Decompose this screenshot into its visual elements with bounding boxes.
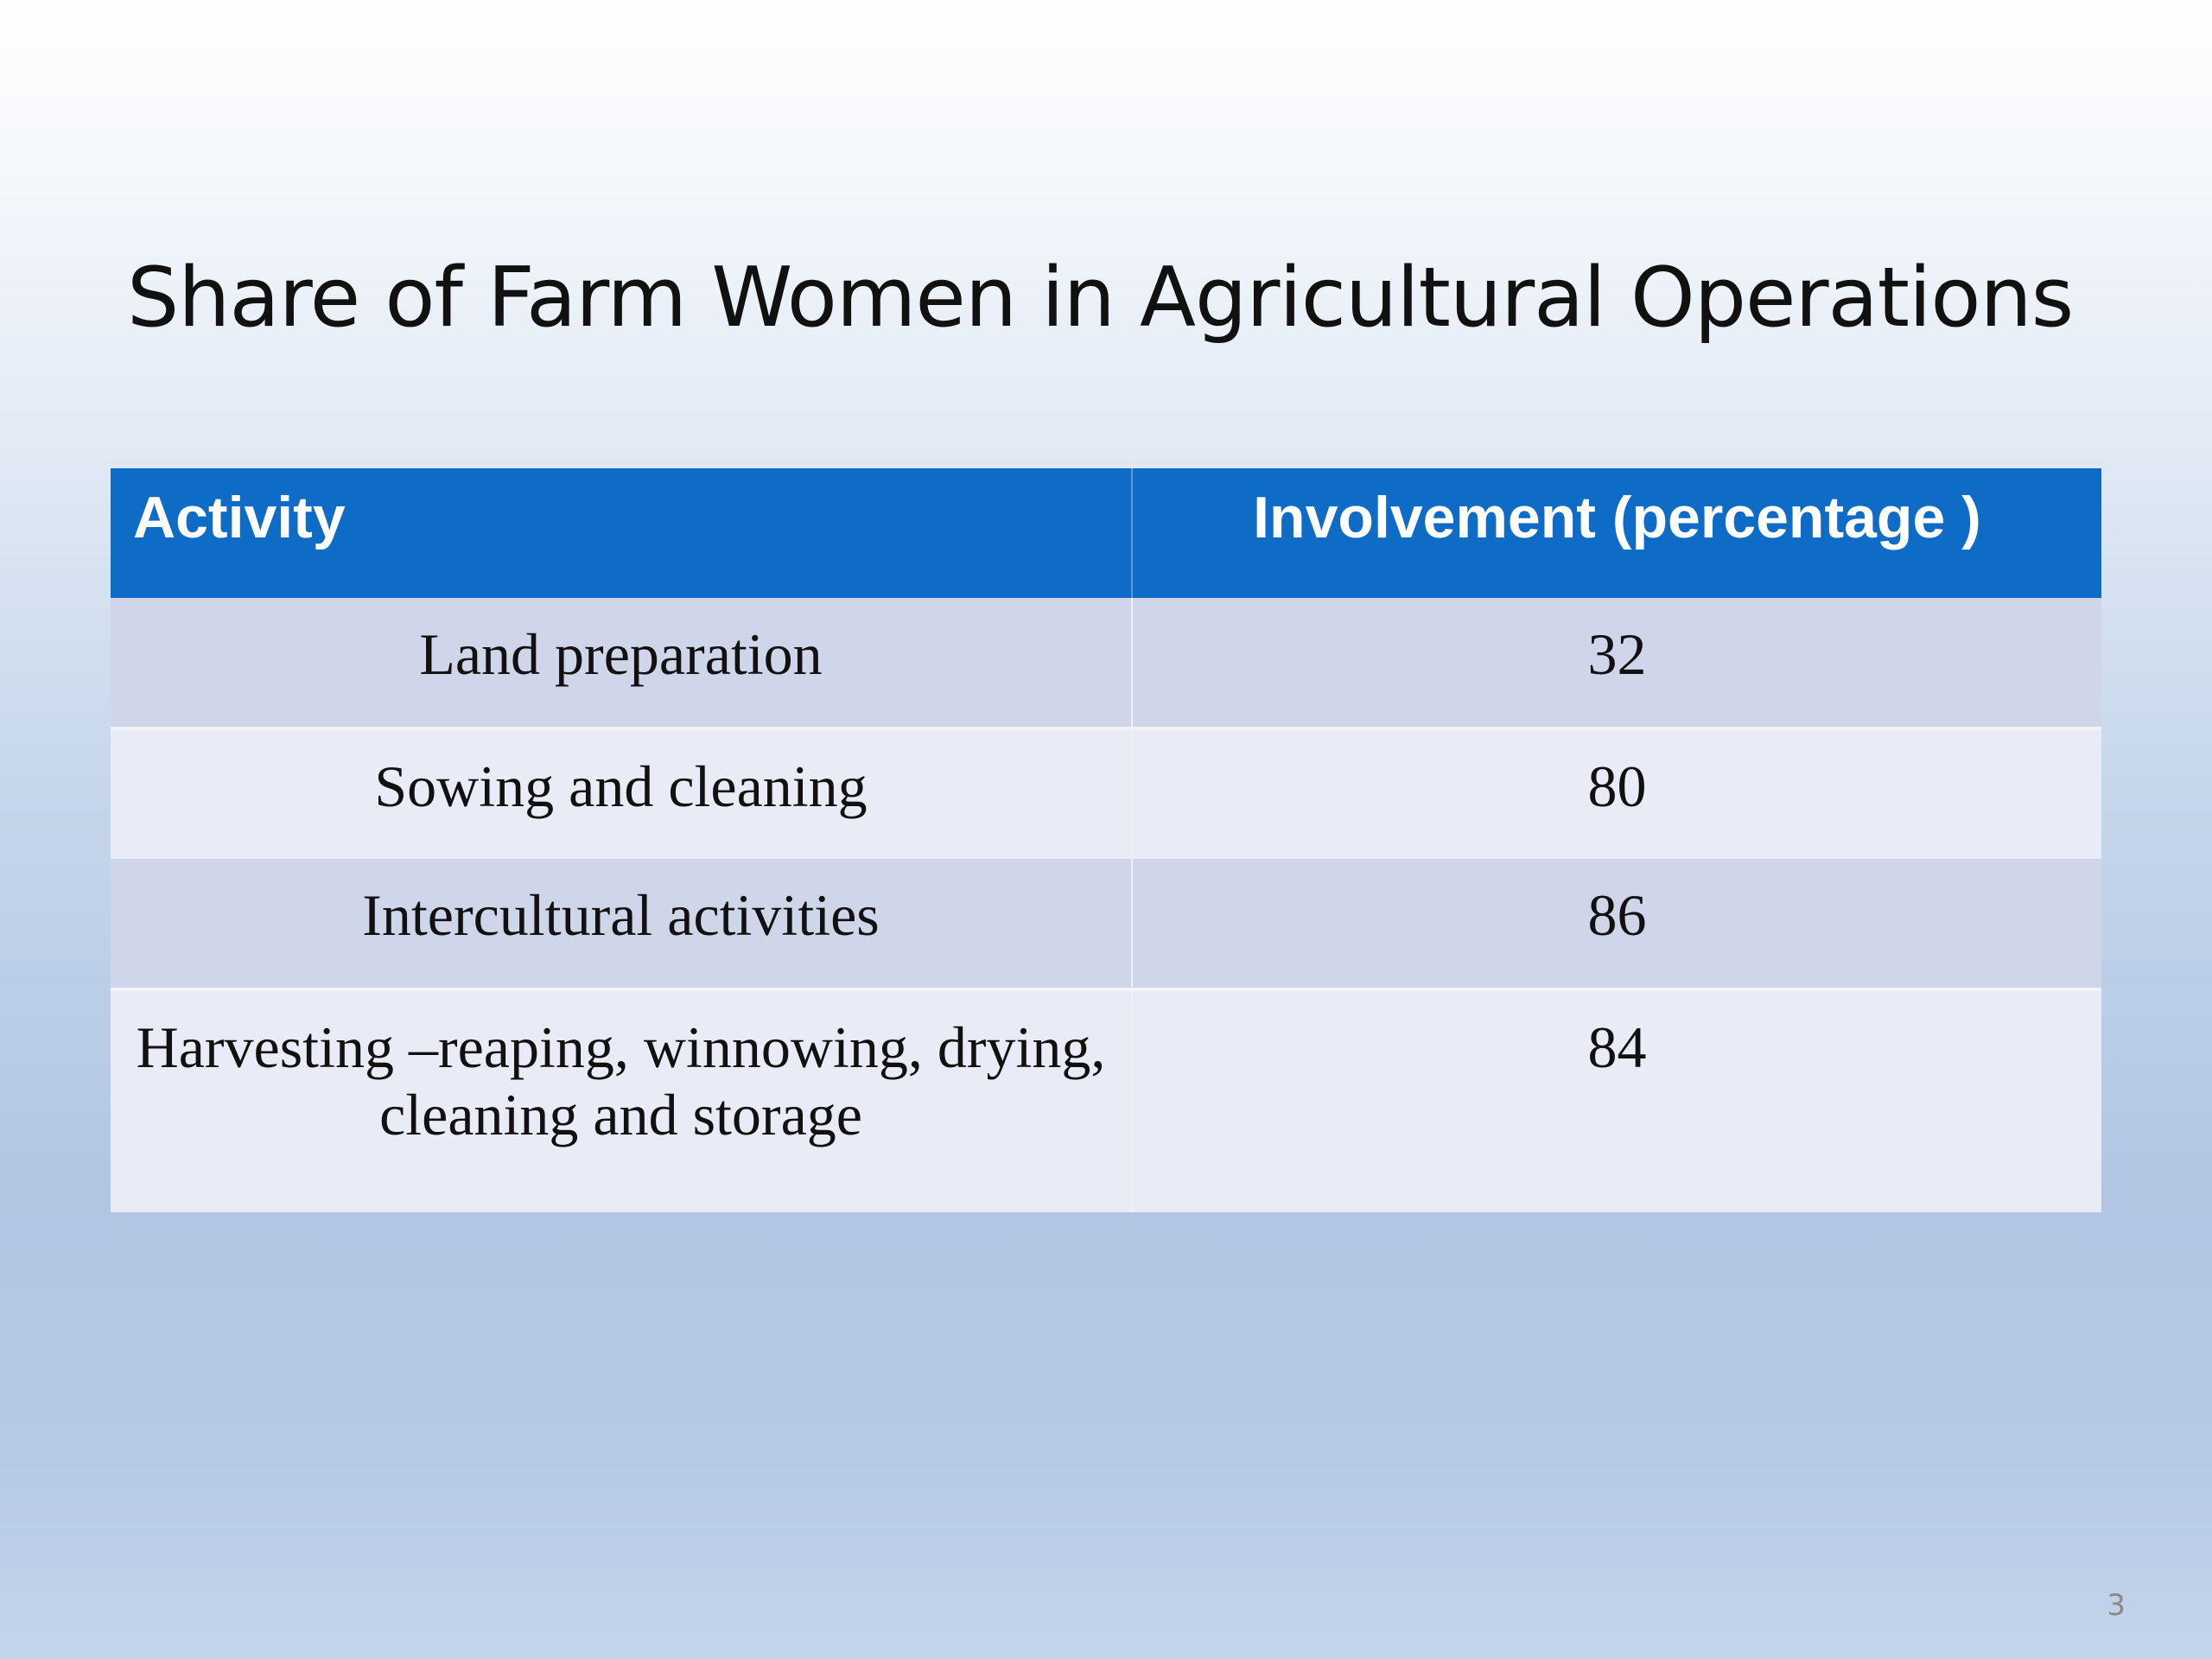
involvement-table: Activity Involvement (percentage ) Land … — [111, 468, 2101, 1212]
table-row: Harvesting –reaping, winnowing, drying, … — [111, 988, 2101, 1212]
involvement-cell: 32 — [1132, 598, 2101, 728]
column-header-activity: Activity — [111, 468, 1133, 598]
activity-cell: Harvesting –reaping, winnowing, drying, … — [111, 988, 1133, 1212]
page-number: 3 — [2107, 1588, 2126, 1623]
involvement-cell: 80 — [1132, 727, 2101, 859]
activity-cell: Land preparation — [111, 598, 1133, 728]
involvement-cell: 86 — [1132, 859, 2101, 989]
involvement-cell: 84 — [1132, 988, 2101, 1212]
table-header-row: Activity Involvement (percentage ) — [111, 468, 2101, 598]
activity-cell: Intercultural activities — [111, 859, 1133, 989]
table-row: Land preparation 32 — [111, 598, 2101, 728]
column-header-involvement: Involvement (percentage ) — [1132, 468, 2101, 598]
activity-cell: Sowing and cleaning — [111, 727, 1133, 859]
slide-title: Share of Farm Women in Agricultural Oper… — [127, 251, 2074, 346]
table-row: Intercultural activities 86 — [111, 859, 2101, 989]
table-row: Sowing and cleaning 80 — [111, 727, 2101, 859]
